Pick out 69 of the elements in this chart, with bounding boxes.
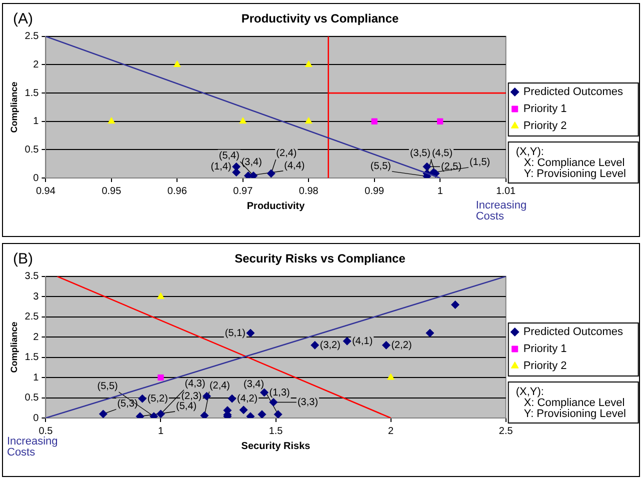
annotation: (1,4) [210,161,232,172]
x-tick-label: 1.5 [268,426,284,437]
chart-title: Productivity vs Compliance [241,12,400,26]
annotation: (4,1) [352,336,373,347]
text: (B) [13,250,33,268]
x-tick-label: 1 [437,186,444,197]
annotation: (5,2) [147,393,168,404]
y-tick-label: 2.5 [24,31,40,42]
annotation: (5,4) [176,401,197,412]
annotation: (4,4) [284,160,305,172]
annotation: (3,4) [241,157,262,168]
annotation: (4,5) [432,148,453,160]
annotation: (2,5) [440,161,462,172]
annotation: (1,3) [269,387,290,398]
annotation: (3,3) [297,396,318,408]
x-tick-label: 1.01 [496,186,516,197]
annotation: (2,4) [209,380,230,392]
legend-label: Priority 2 [523,120,567,132]
annotation: (5,4) [218,150,240,162]
annotation: (5,1) [224,328,246,339]
x-tick-label: 0.96 [167,186,188,197]
y-tick-label: 2.5 [24,312,40,323]
annotation: (1,5) [470,157,490,168]
y-tick-label: 1.5 [24,352,40,364]
y-tick-label: 0 [33,412,40,424]
legend-label: Priority 1 [523,103,567,116]
y-tick-label: 0.5 [24,392,40,404]
annotation: (3,4) [244,379,264,390]
y-tick-label: 3 [33,291,40,302]
annotation: (3,5) [410,148,431,160]
annotation: (5,5) [370,161,391,172]
text: (X,Y): X: Compliance Level Y: Provisioning Level [516,146,626,180]
annotation: (2,3) [181,390,202,402]
x-tick-label: 0.99 [364,186,385,197]
annotation: (3,2) [320,340,340,351]
annotation: (2,4) [276,148,297,160]
x-tick-label: 2.5 [498,426,514,437]
y-tick-label: 3.5 [24,271,40,282]
legend-label: Predicted Outcomes [523,86,624,98]
annotation: (5,5) [97,381,118,392]
annotation: (2,2) [391,340,412,351]
y-axis-title: Compliance [8,82,19,133]
y-tick-label: 0.5 [24,144,40,156]
y-tick-label: 1 [33,372,40,384]
x-tick-label: 1 [158,426,164,437]
text: (A) [13,10,33,28]
x-tick-label: 2 [388,426,394,437]
y-tick-label: 2 [33,59,40,70]
y-tick-label: 2 [33,332,40,343]
x-tick-label: 0.95 [102,186,122,197]
y-tick-label: 1.5 [24,88,40,99]
text: Increasing Costs [7,436,58,459]
x-tick-label: 0.98 [298,186,319,197]
y-tick-label: 1 [33,116,40,128]
x-axis-title: Security Risks [241,440,311,452]
x-tick-label: 0.94 [36,186,56,197]
x-axis-title: Productivity [246,200,306,212]
legend-label: Priority 2 [523,360,567,372]
annotation: (5,3) [117,398,138,410]
annotation: (4,2) [237,393,258,404]
y-axis-title: Compliance [8,322,19,373]
chart-title: Security Risks vs Compliance [234,252,406,266]
text: (X,Y): X: Compliance Level Y: Provisioning Level [516,386,626,420]
annotation: (4,3) [184,378,206,390]
y-tick-label: 0 [33,172,40,184]
legend-label: Predicted Outcomes [523,326,624,338]
text: Increasing Costs [476,200,527,223]
x-tick-label: 0.97 [233,186,254,197]
legend-label: Priority 1 [523,343,567,356]
